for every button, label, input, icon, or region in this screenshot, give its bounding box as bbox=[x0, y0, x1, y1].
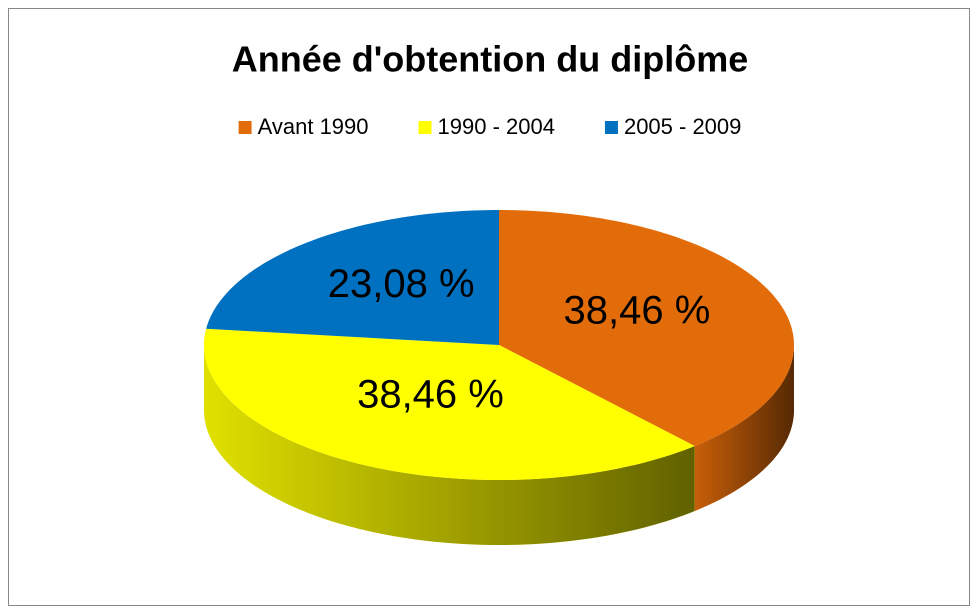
legend-swatch bbox=[238, 121, 252, 134]
legend-label: Avant 1990 bbox=[258, 114, 369, 139]
legend-label: 2005 - 2009 bbox=[624, 114, 741, 139]
chart-title: Année d'obtention du diplôme bbox=[232, 39, 749, 80]
data-label: 38,46 % bbox=[564, 289, 711, 333]
slice-side-shade bbox=[694, 345, 794, 512]
legend-swatch bbox=[418, 121, 432, 134]
legend-label: 1990 - 2004 bbox=[438, 114, 555, 139]
legend-swatch bbox=[604, 121, 618, 134]
slice bbox=[204, 328, 695, 480]
data-label: 23,08 % bbox=[328, 262, 475, 306]
slice bbox=[206, 210, 499, 345]
data-label: 38,46 % bbox=[357, 372, 504, 416]
slice-side-shade bbox=[204, 345, 695, 545]
slice bbox=[499, 210, 794, 447]
